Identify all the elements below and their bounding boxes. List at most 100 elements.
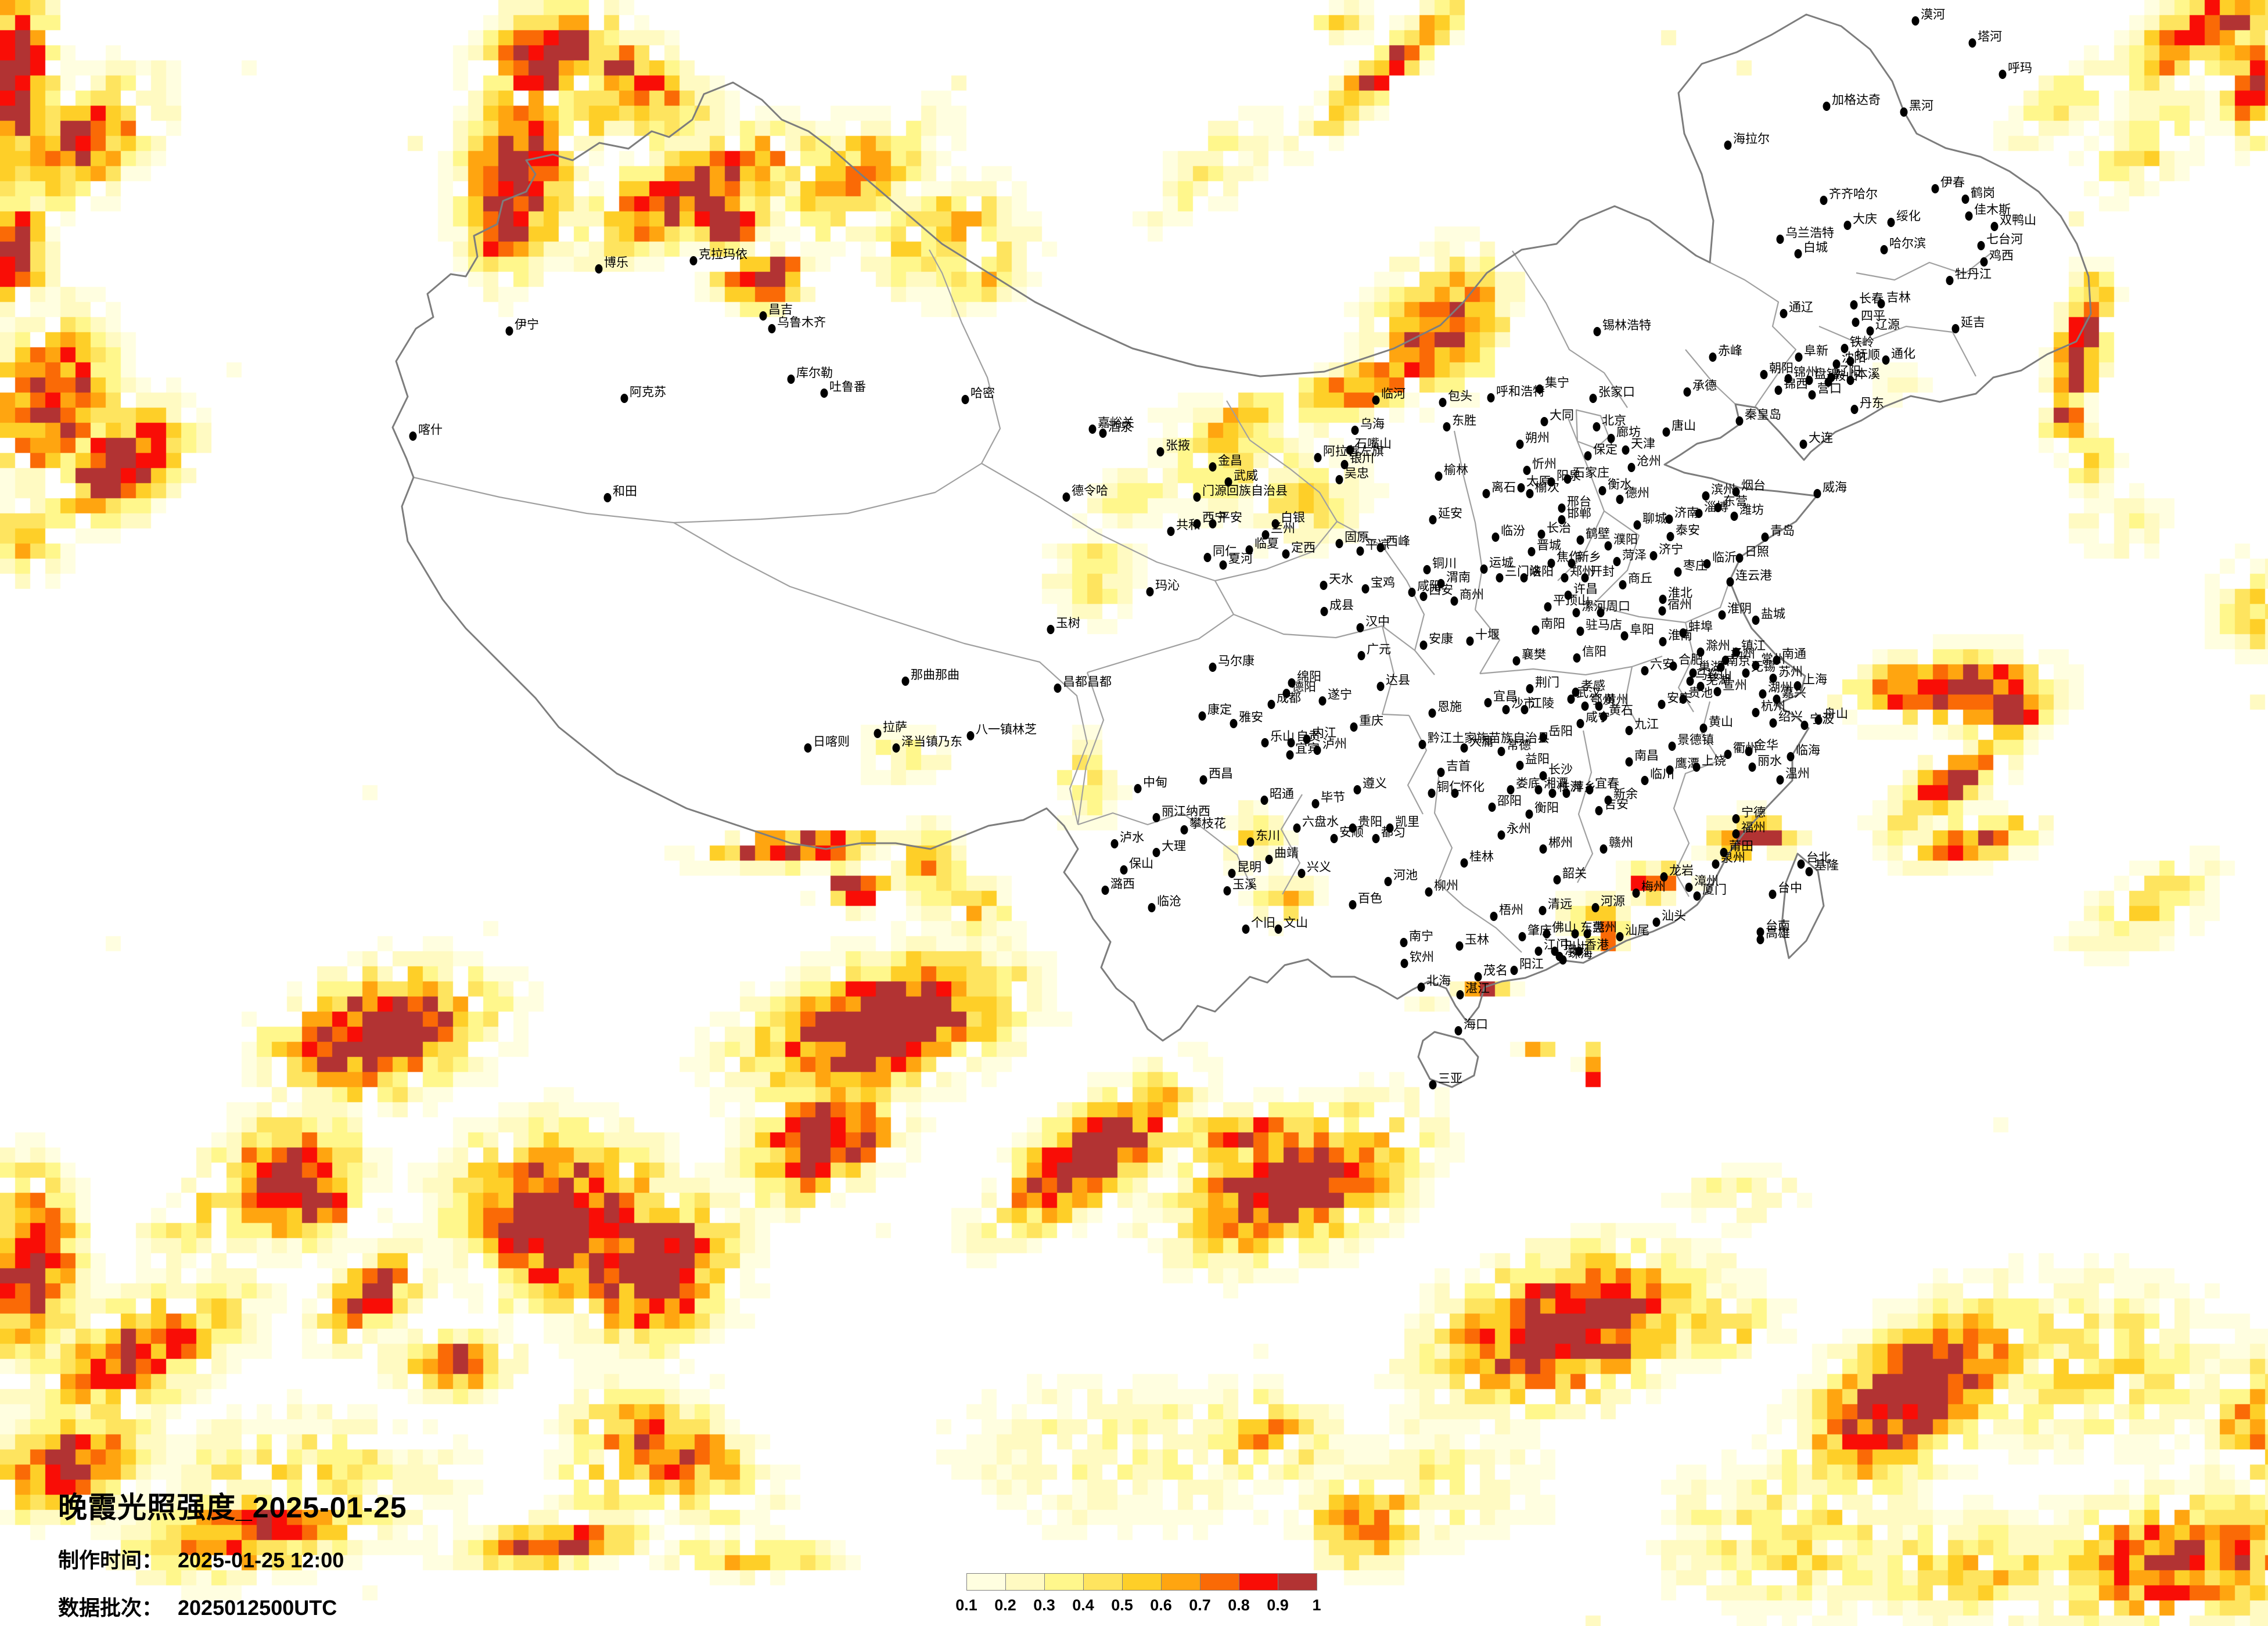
city-label: 邢台 — [1567, 495, 1591, 509]
city-dot — [1209, 462, 1217, 472]
city-marker: 济宁 — [1649, 543, 1683, 560]
city-dot — [1693, 891, 1701, 901]
city-marker: 夏河 — [1219, 552, 1253, 570]
city-dot — [1794, 249, 1802, 258]
city-dot — [1759, 689, 1767, 699]
city-marker: 菏泽 — [1613, 549, 1647, 566]
city-marker: 丽水 — [1748, 754, 1782, 772]
city-marker: 韶关 — [1553, 867, 1587, 884]
city-label: 南京 — [1726, 654, 1751, 668]
city-dot — [1735, 553, 1744, 563]
city-dot — [1658, 606, 1666, 616]
city-label: 海口 — [1464, 1018, 1488, 1031]
city-dot — [1540, 417, 1548, 426]
city-marker: 九江 — [1625, 718, 1659, 735]
city-marker: 共和 — [1167, 519, 1201, 536]
city-label: 邵阳 — [1497, 794, 1522, 808]
city-label: 成县 — [1329, 599, 1354, 612]
city-dot — [1669, 661, 1677, 671]
city-label: 锦西 — [1784, 377, 1808, 391]
city-marker: 大庸 — [1460, 735, 1494, 753]
city-dot — [1573, 653, 1581, 663]
city-dot — [1148, 903, 1156, 912]
city-marker: 咸宁 — [1576, 711, 1610, 728]
city-marker: 南昌 — [1625, 749, 1659, 767]
city-marker: 玉溪 — [1223, 878, 1257, 895]
city-marker: 定西 — [1282, 541, 1315, 559]
city-dot — [1699, 724, 1708, 733]
city-marker: 乌鲁木齐 — [768, 316, 826, 333]
city-dot — [1773, 656, 1781, 665]
city-dot — [1571, 929, 1579, 938]
city-marker: 沧州 — [1627, 455, 1661, 472]
city-dot — [1230, 719, 1238, 728]
city-label: 漠河 — [1921, 8, 1945, 21]
city-marker: 八一镇林芝 — [966, 723, 1037, 740]
city-dot — [1584, 451, 1592, 461]
city-marker: 常德 — [1497, 739, 1531, 756]
city-dot — [1496, 573, 1504, 582]
city-dot — [1400, 959, 1408, 968]
map-title: 晚霞光照强度_2025-01-25 — [58, 1491, 407, 1524]
city-dot — [1748, 762, 1756, 772]
city-label: 那曲那曲 — [911, 668, 959, 682]
city-dot — [1349, 823, 1357, 833]
city-dot — [759, 311, 767, 321]
city-dot — [1568, 559, 1576, 568]
city-marker: 保定 — [1584, 443, 1618, 461]
city-dot — [1346, 445, 1354, 455]
city-dot — [1351, 426, 1359, 435]
city-label: 宜春 — [1595, 777, 1619, 790]
legend-swatch — [1044, 1573, 1084, 1591]
city-label: 保定 — [1593, 443, 1618, 456]
city-label: 张掖 — [1166, 439, 1190, 452]
city-marker: 克拉玛依 — [689, 248, 747, 265]
city-dot — [1180, 825, 1188, 834]
city-label: 遵义 — [1363, 777, 1387, 790]
city-label: 康定 — [1207, 703, 1232, 717]
city-label: 宣州 — [1723, 679, 1747, 692]
city-marker: 库尔勒 — [787, 366, 833, 384]
city-marker: 兴义 — [1297, 861, 1331, 878]
city-dot — [1616, 495, 1624, 504]
city-dot — [1591, 903, 1600, 912]
city-marker: 舟山 — [1814, 707, 1848, 725]
city-dot — [1454, 1026, 1462, 1035]
legend-swatch — [1200, 1573, 1239, 1591]
production-time-row: 制作时间： 2025-01-25 12:00 — [58, 1544, 407, 1574]
city-marker: 贵池 — [1679, 686, 1713, 704]
city-dot — [1553, 875, 1561, 884]
city-marker: 咸阳 — [1408, 580, 1442, 597]
city-marker: 宝鸡 — [1361, 576, 1395, 593]
city-marker: 重庆 — [1350, 714, 1383, 732]
city-marker: 景德镇 — [1668, 733, 1714, 751]
city-marker: 齐齐哈尔 — [1820, 188, 1878, 205]
city-label: 宁德 — [1741, 806, 1766, 819]
city-marker: 临沂 — [1703, 551, 1737, 569]
city-dot — [1110, 839, 1119, 848]
city-marker: 自贡 — [1287, 730, 1321, 747]
city-marker: 南通 — [1773, 647, 1806, 665]
city-marker: 威海 — [1813, 481, 1847, 498]
city-label: 包头 — [1448, 390, 1472, 403]
city-dot — [1593, 327, 1601, 336]
city-dot — [1761, 533, 1769, 542]
city-dot — [1274, 924, 1282, 934]
city-dot — [1372, 395, 1380, 405]
city-marker: 银川 — [1340, 452, 1374, 469]
city-marker: 东川 — [1246, 829, 1280, 847]
city-dot — [1689, 668, 1697, 678]
city-marker: 潞西 — [1101, 877, 1135, 895]
city-dot — [1480, 564, 1488, 574]
city-dot — [1760, 370, 1768, 379]
city-marker: 汉中 — [1356, 615, 1390, 632]
city-marker: 阜新 — [1795, 344, 1828, 362]
city-dot — [1428, 789, 1436, 798]
city-marker: 榆林 — [1435, 463, 1468, 481]
city-marker: 加格达奇 — [1823, 93, 1881, 111]
legend-tick-label: 1 — [1312, 1596, 1321, 1614]
city-dot — [1776, 235, 1784, 244]
city-label: 江门 — [1544, 938, 1568, 952]
city-dot — [1054, 684, 1062, 693]
city-marker: 宣州 — [1713, 679, 1747, 696]
